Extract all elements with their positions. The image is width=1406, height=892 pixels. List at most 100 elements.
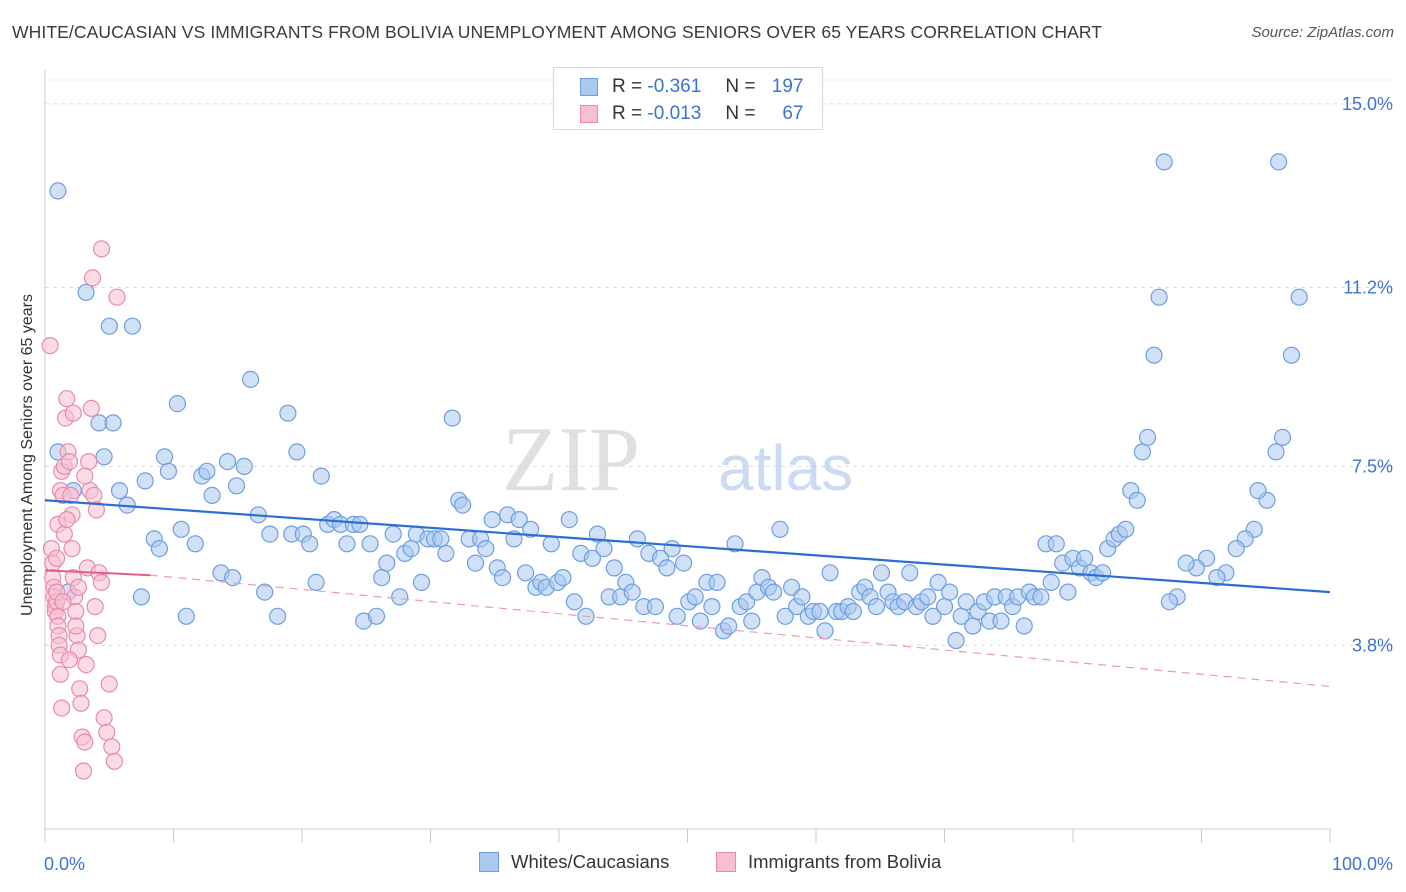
whites-point-13 xyxy=(136,472,154,490)
legend-bottom-label-bolivia: Immigrants from Bolivia xyxy=(748,851,942,872)
whites-point-190 xyxy=(1269,153,1288,171)
whites-point-152 xyxy=(947,631,965,650)
whites-point-20 xyxy=(177,607,195,625)
legend-r-value-whites: -0.361 xyxy=(647,76,702,97)
bolivia-point-64 xyxy=(58,510,76,529)
whites-point-45 xyxy=(338,535,356,553)
whites-point-193 xyxy=(1273,428,1292,446)
whites-point-92 xyxy=(605,559,623,577)
whites-point-23 xyxy=(198,462,216,480)
bolivia-point-59 xyxy=(69,578,88,596)
whites-point-28 xyxy=(227,477,246,495)
bolivia-point-65 xyxy=(76,467,94,485)
whites-point-63 xyxy=(443,409,461,427)
whites-point-19 xyxy=(172,520,190,538)
whites-point-112 xyxy=(719,617,738,635)
whites-point-154 xyxy=(957,593,975,611)
whites-point-56 xyxy=(402,539,420,558)
whites-point-67 xyxy=(466,554,485,572)
bolivia-point-51 xyxy=(103,738,121,756)
whites-point-18 xyxy=(168,395,186,413)
whites-point-147 xyxy=(919,588,937,606)
bolivia-point-41 xyxy=(80,453,98,471)
legend-swatch-bolivia xyxy=(580,105,598,123)
bolivia-point-26 xyxy=(62,486,80,504)
watermark-atlas: atlas xyxy=(718,432,853,504)
whites-point-32 xyxy=(256,583,274,601)
whites-point-12 xyxy=(132,588,150,606)
bolivia-point-38 xyxy=(76,733,94,751)
whites-point-15 xyxy=(150,539,168,558)
whites-point-130 xyxy=(821,564,839,582)
whites-point-16 xyxy=(155,448,174,466)
whites-point-194 xyxy=(1267,443,1285,461)
watermark-zip: ZIP xyxy=(502,408,640,510)
whites-point-24 xyxy=(203,486,221,504)
bolivia-point-35 xyxy=(72,694,90,712)
whites-point-116 xyxy=(743,612,761,630)
whites-point-76 xyxy=(516,564,535,582)
watermark: ZIP atlas xyxy=(502,408,853,510)
legend-r-label: R = xyxy=(612,76,643,97)
whites-point-37 xyxy=(288,443,306,461)
whites-point-191 xyxy=(1290,288,1308,306)
whites-point-204 xyxy=(1177,554,1195,572)
whites-point-81 xyxy=(542,535,560,553)
whites-point-139 xyxy=(872,564,891,582)
whites-point-29 xyxy=(235,457,253,475)
x-tick-label-left: 0.0% xyxy=(44,854,85,874)
whites-point-27 xyxy=(224,568,242,587)
whites-point-61 xyxy=(432,530,450,548)
whites-point-83 xyxy=(554,568,572,587)
bolivia-point-28 xyxy=(63,539,81,558)
whites-point-49 xyxy=(361,535,379,553)
bolivia-point-63 xyxy=(47,549,66,567)
legend-r-value-bolivia: -0.013 xyxy=(647,103,702,124)
whites-point-122 xyxy=(776,607,794,625)
bolivia-point-54 xyxy=(92,240,111,258)
whites-point-169 xyxy=(1042,573,1060,592)
legend-r-label: R = xyxy=(612,103,643,124)
whites-point-58 xyxy=(412,573,431,592)
whites-point-54 xyxy=(391,588,409,606)
y-tick-label-0: 3.8% xyxy=(1352,635,1393,655)
bolivia-point-44 xyxy=(85,486,103,504)
whites-point-148 xyxy=(924,607,942,625)
whites-point-35 xyxy=(279,404,297,422)
legend-series: Whites/Caucasians Immigrants from Bolivi… xyxy=(0,851,1406,877)
whites-point-189 xyxy=(1155,153,1173,171)
series-whites-points xyxy=(49,153,1308,650)
whites-point-41 xyxy=(312,467,330,485)
whites-point-34 xyxy=(269,607,287,625)
legend-item-whites: Whites/Caucasians xyxy=(479,851,669,873)
bolivia-point-50 xyxy=(100,675,118,693)
whites-point-167 xyxy=(1032,588,1050,606)
whites-point-110 xyxy=(708,573,726,592)
bolivia-point-62 xyxy=(67,617,85,635)
whites-point-175 xyxy=(1075,549,1094,567)
whites-point-120 xyxy=(764,583,783,601)
whites-point-90 xyxy=(595,539,613,558)
whites-point-30 xyxy=(242,370,260,388)
y-tick-label-3: 15.0% xyxy=(1342,94,1393,114)
whites-point-95 xyxy=(623,583,641,601)
bolivia-point-15 xyxy=(51,665,70,683)
bolivia-point-37 xyxy=(74,762,93,780)
x-tick-label-right: 100.0% xyxy=(1332,854,1393,874)
whites-point-53 xyxy=(384,525,402,543)
series-bolivia-points xyxy=(41,240,126,780)
bolivia-point-23 xyxy=(58,390,76,408)
y-tick-label-2: 11.2% xyxy=(1343,278,1393,298)
bolivia-point-47 xyxy=(92,573,111,592)
whites-point-101 xyxy=(658,559,676,577)
whites-point-164 xyxy=(1015,617,1033,635)
whites-point-99 xyxy=(646,597,665,616)
whites-point-144 xyxy=(901,564,919,582)
whites-point-107 xyxy=(691,612,710,630)
whites-point-7 xyxy=(100,317,118,335)
bolivia-point-66 xyxy=(89,626,107,645)
source-label: Source: ZipAtlas.com xyxy=(1251,24,1394,41)
whites-point-128 xyxy=(811,602,829,621)
whites-point-9 xyxy=(110,482,129,500)
